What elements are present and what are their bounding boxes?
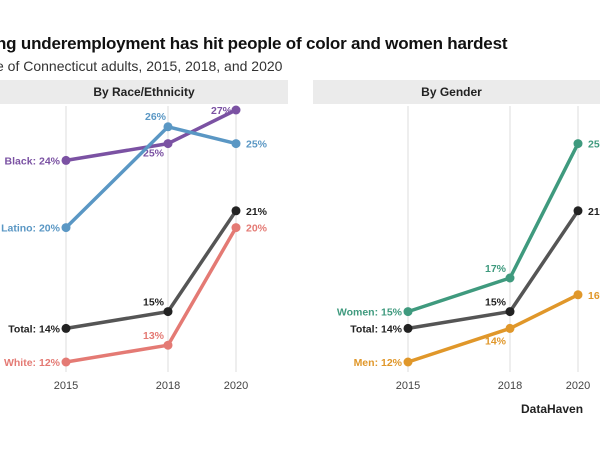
- data-label: 25%: [246, 139, 268, 151]
- data-point: [231, 105, 241, 115]
- data-label: 21%: [246, 206, 268, 218]
- data-label: Total: 14%: [8, 323, 60, 335]
- data-label: Total: 14%: [350, 323, 402, 335]
- panel-header: [0, 80, 288, 104]
- x-tick-label: 2015: [54, 380, 78, 392]
- data-point: [61, 323, 71, 333]
- series-line: [407, 142, 580, 314]
- data-point: [163, 139, 173, 149]
- data-point: [61, 223, 71, 233]
- data-point: [403, 307, 413, 317]
- data-point: [573, 206, 583, 216]
- panel-title: By Race/Ethnicity: [93, 85, 195, 99]
- series-line: [64, 125, 237, 229]
- panel-title: By Gender: [421, 85, 482, 99]
- data-point: [163, 340, 173, 350]
- data-label: 17%: [485, 263, 507, 275]
- data-label: White: 12%: [4, 357, 61, 369]
- data-point: [61, 357, 71, 367]
- data-label: 25%: [143, 148, 165, 160]
- data-label: 15%: [143, 297, 165, 309]
- data-point: [505, 323, 515, 333]
- data-point: [163, 122, 173, 132]
- x-tick-label: 2018: [498, 380, 522, 392]
- data-label: 13%: [143, 330, 165, 342]
- data-label: Black: 24%: [5, 155, 61, 167]
- data-label: 21%: [588, 206, 600, 218]
- x-tick-label: 2015: [396, 380, 420, 392]
- data-point: [505, 273, 515, 283]
- panel-header: [313, 80, 600, 104]
- data-label: Men: 12%: [354, 357, 403, 369]
- data-point: [573, 139, 583, 149]
- data-label: 16%: [588, 290, 600, 302]
- data-point: [403, 323, 413, 333]
- x-tick-label: 2020: [224, 380, 248, 392]
- data-point: [231, 139, 241, 149]
- data-point: [403, 357, 413, 367]
- data-label: 15%: [485, 297, 507, 309]
- data-label: Women: 15%: [337, 307, 403, 319]
- data-point: [61, 155, 71, 165]
- chart-title: ng underemployment has hit people of col…: [0, 34, 508, 53]
- x-tick-label: 2018: [156, 380, 180, 392]
- data-label: 27%: [211, 105, 233, 117]
- data-label: 14%: [485, 335, 507, 347]
- data-label: 20%: [246, 223, 268, 235]
- data-label: 26%: [145, 111, 167, 123]
- data-point: [163, 307, 173, 317]
- data-label: Latino: 20%: [1, 223, 61, 235]
- source-credit: DataHaven: [521, 402, 584, 416]
- x-tick-label: 2020: [566, 380, 590, 392]
- data-point: [231, 223, 241, 233]
- data-label: 25%: [588, 139, 600, 151]
- data-point: [231, 206, 241, 216]
- chart-subtitle: e of Connecticut adults, 2015, 2018, and…: [0, 58, 283, 74]
- data-point: [505, 307, 515, 317]
- data-point: [573, 290, 583, 300]
